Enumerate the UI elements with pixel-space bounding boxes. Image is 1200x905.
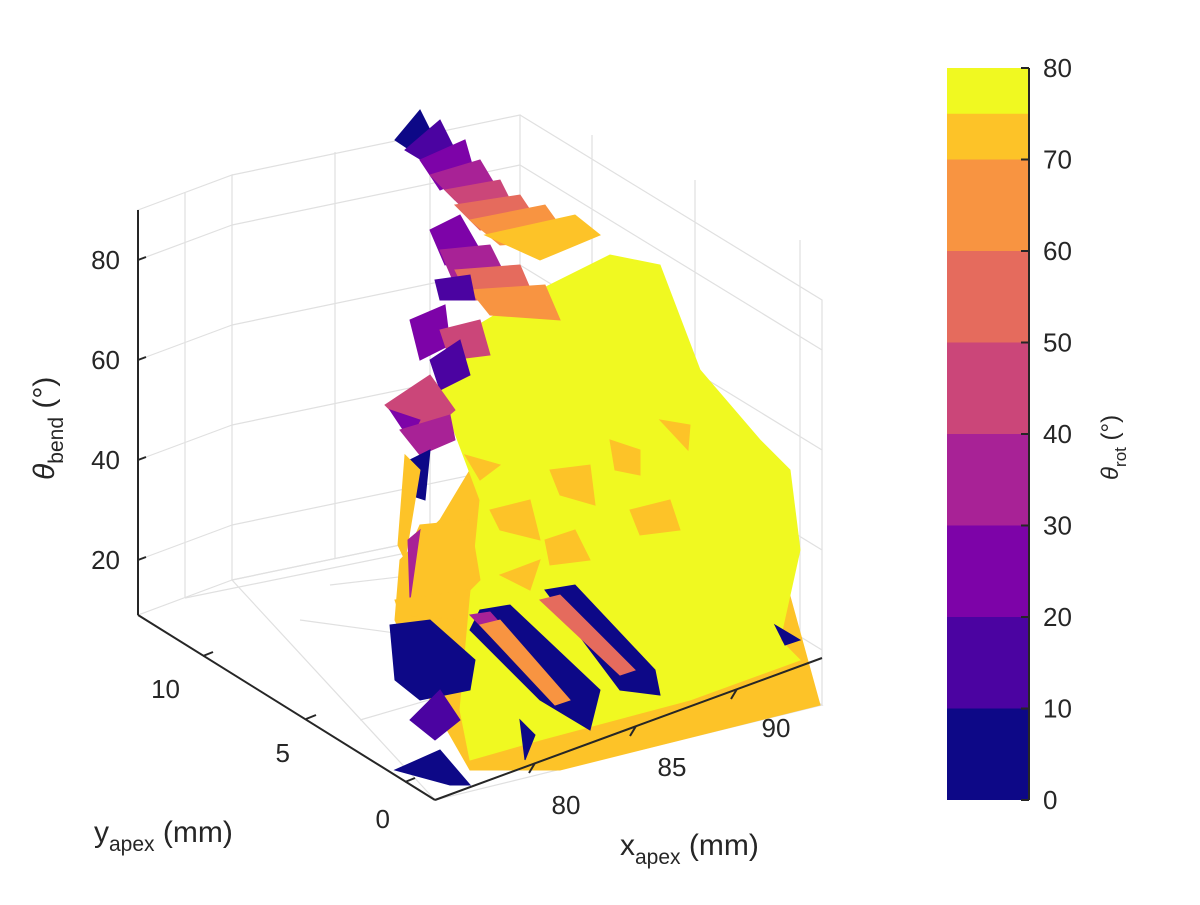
colorbar-label-unit: (°) (1097, 415, 1124, 447)
z-tick-label: 40 (91, 445, 120, 475)
z-tick-mark (137, 256, 147, 261)
z-axis-label: θbend (°) (28, 377, 68, 480)
surface-patch (658, 419, 691, 452)
surface-patch (394, 589, 471, 621)
y-axis-label-main: y (94, 816, 109, 849)
colorbar-label-main: θ (1097, 467, 1124, 480)
grid-left-wall (137, 174, 233, 616)
surface-patch (469, 284, 561, 321)
colorbar: 0 10 20 30 40 50 60 70 80 (947, 53, 1072, 815)
z-tick-labels: 20 40 60 80 (91, 245, 120, 575)
surface-patch (629, 499, 681, 536)
surface-patch (389, 619, 476, 701)
colorbar-band (947, 68, 1029, 114)
axes-lines (137, 210, 823, 801)
colorbar-tick-label: 50 (1043, 328, 1072, 358)
colorbar-band (947, 159, 1029, 251)
colorbar-tick-label: 20 (1043, 602, 1072, 632)
z-axis-label-unit: (°) (28, 377, 61, 417)
z-tick-label: 80 (91, 245, 120, 275)
colorbar-tick-label: 0 (1043, 785, 1057, 815)
x-ticks (528, 688, 738, 774)
colorbar-tick-label: 70 (1043, 145, 1072, 175)
surface-patch (397, 453, 421, 562)
y-ticks (202, 651, 416, 783)
z-tick-label: 60 (91, 345, 120, 375)
z-ticks (137, 256, 147, 561)
surface-patch (538, 594, 636, 676)
surface-patch (409, 689, 461, 741)
surface-patch (463, 454, 502, 481)
x-tick-label: 80 (552, 790, 581, 820)
colorbar-label-sub: rot (1111, 447, 1130, 467)
y-tick-mark (202, 651, 214, 657)
colorbar-band (947, 342, 1029, 434)
y-tick-mark (404, 777, 416, 783)
x-tick-label: 85 (658, 752, 687, 782)
colorbar-band (947, 251, 1029, 343)
surface-patch (434, 274, 476, 301)
surface-patch (489, 499, 541, 541)
z-tick-mark (137, 456, 147, 461)
y-tick-label: 5 (276, 738, 290, 768)
surface-patch (544, 529, 591, 566)
x-tick-labels: 80 85 90 (552, 713, 791, 820)
surface-patch (609, 439, 641, 476)
x-axis-label-unit: (mm) (681, 829, 759, 862)
colorbar-tick-label: 80 (1043, 53, 1072, 83)
y-axis-label-unit: (mm) (155, 816, 233, 849)
surface-patch (429, 339, 471, 391)
colorbar-band (947, 525, 1029, 617)
y-axis-label-sub: apex (109, 833, 155, 856)
colorbar-band (947, 708, 1029, 800)
y-tick-label: 10 (151, 674, 180, 704)
y-axis-line (137, 614, 436, 801)
colorbar-tick-label: 60 (1043, 236, 1072, 266)
surface-patch (498, 559, 541, 591)
colorbar-band (947, 617, 1029, 709)
surface-patch (549, 464, 596, 506)
x-axis-label-sub: apex (635, 846, 681, 869)
x-axis-line (434, 657, 823, 801)
y-tick-mark (305, 714, 317, 720)
x-tick-mark (528, 762, 536, 774)
colorbar-tick-label: 30 (1043, 511, 1072, 541)
y-tick-label: 0 (376, 804, 390, 834)
surface-patch (393, 749, 472, 786)
z-tick-mark (137, 356, 147, 361)
surface-patch (407, 528, 421, 601)
colorbar-tick-label: 10 (1043, 694, 1072, 724)
z-tick-mark (137, 556, 147, 561)
x-tick-label: 90 (762, 713, 791, 743)
z-tick-label: 20 (91, 545, 120, 575)
x-tick-mark (629, 725, 637, 737)
y-tick-labels: 10 5 0 (151, 674, 390, 834)
x-axis-label-main: x (620, 829, 635, 862)
surface-patch (773, 623, 802, 646)
surface-patch (483, 214, 601, 261)
colorbar-band (947, 434, 1029, 526)
surface-patch (399, 414, 456, 456)
x-axis-label: xapex (mm) (620, 829, 759, 869)
surface-patches (384, 109, 821, 786)
colorbar-tick-label: 40 (1043, 419, 1072, 449)
colorbar-label: θrot (°) (1097, 415, 1130, 480)
z-axis-label-sub: bend (45, 417, 68, 464)
x-tick-mark (730, 688, 738, 700)
z-axis-label-main: θ (28, 463, 61, 480)
surface-patch (519, 718, 536, 761)
surface-patch (479, 619, 571, 706)
y-axis-label: yapex (mm) (94, 816, 233, 856)
